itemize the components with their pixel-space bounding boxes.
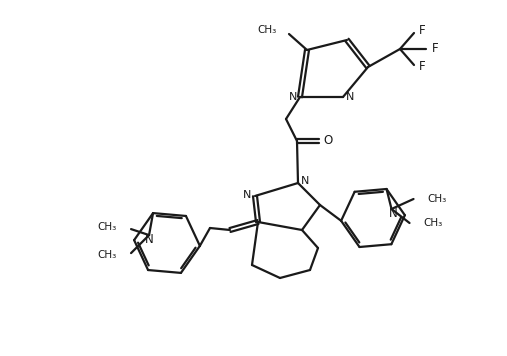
Text: N: N [289,92,297,102]
Text: CH₃: CH₃ [258,25,277,35]
Text: N: N [144,232,154,246]
Text: N: N [243,190,251,200]
Text: F: F [419,25,425,37]
Text: N: N [301,176,309,186]
Text: CH₃: CH₃ [427,194,447,204]
Text: CH₃: CH₃ [423,218,443,228]
Text: F: F [419,61,425,73]
Text: N: N [346,92,354,102]
Text: O: O [323,135,333,147]
Text: CH₃: CH₃ [98,250,117,260]
Text: N: N [389,208,398,220]
Text: F: F [431,42,439,56]
Text: CH₃: CH₃ [98,222,117,232]
